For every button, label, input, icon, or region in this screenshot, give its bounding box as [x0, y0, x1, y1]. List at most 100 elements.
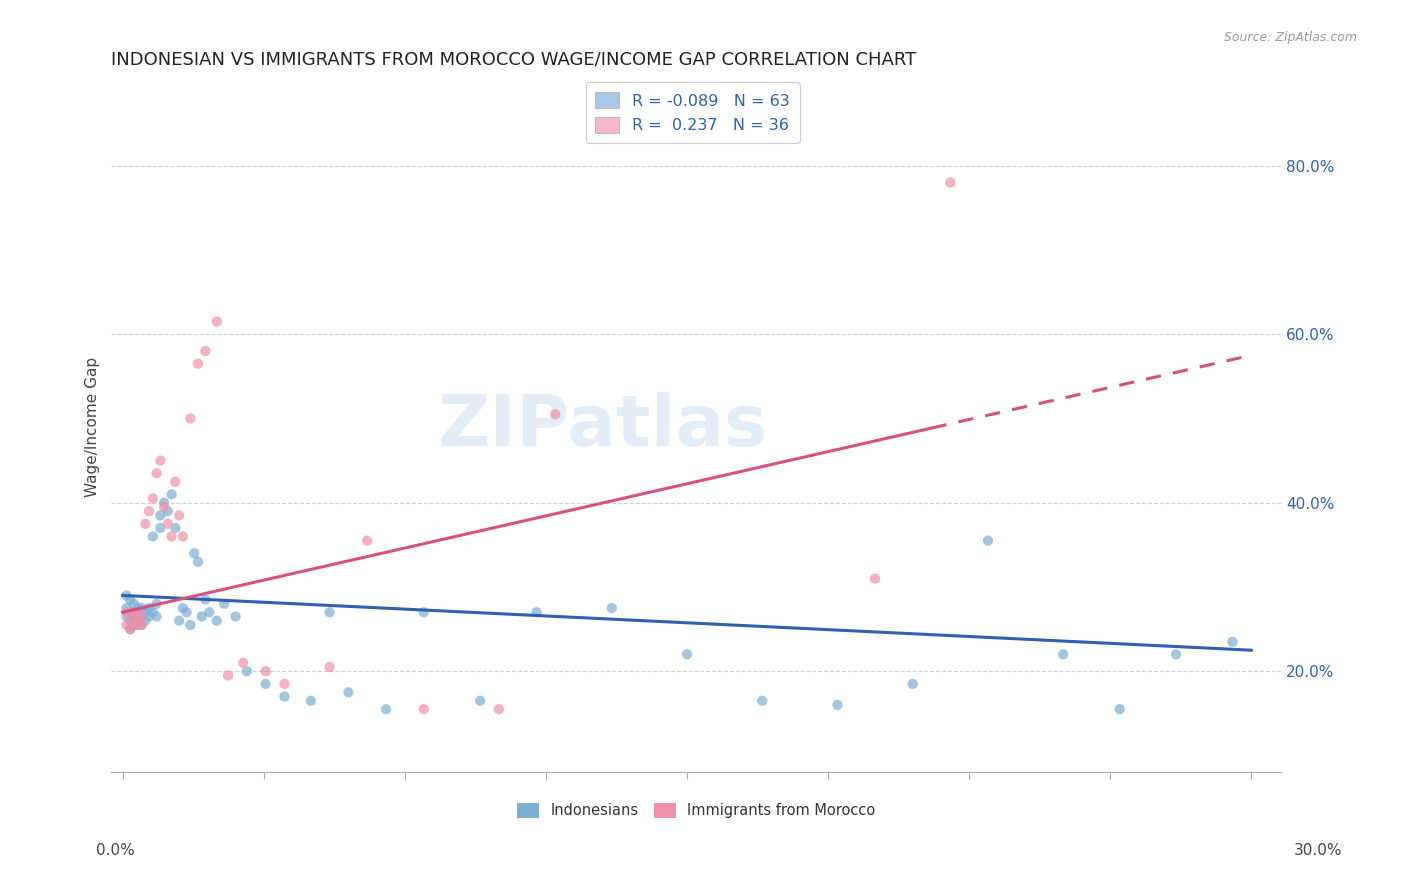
Point	[115, 589, 138, 603]
Point	[167, 508, 190, 523]
Point	[526, 605, 548, 619]
Text: 30.0%: 30.0%	[1295, 843, 1343, 858]
Point	[194, 592, 217, 607]
Point	[176, 605, 198, 619]
Point	[127, 609, 149, 624]
Point	[122, 618, 145, 632]
Point	[488, 702, 510, 716]
Point	[131, 609, 153, 624]
Point	[138, 504, 160, 518]
Point	[131, 618, 153, 632]
Point	[134, 516, 156, 531]
Point	[122, 605, 145, 619]
Point	[160, 487, 183, 501]
Y-axis label: Wage/Income Gap: Wage/Income Gap	[86, 357, 100, 497]
Point	[167, 614, 190, 628]
Point	[134, 614, 156, 628]
Point	[827, 698, 849, 712]
Point	[412, 605, 434, 619]
Point	[122, 605, 145, 619]
Text: ZIPatlas: ZIPatlas	[437, 392, 768, 461]
Point	[225, 609, 247, 624]
Point	[190, 609, 212, 624]
Point	[318, 660, 340, 674]
Point	[751, 694, 773, 708]
Point	[375, 702, 398, 716]
Point	[337, 685, 360, 699]
Point	[127, 618, 149, 632]
Point	[120, 622, 142, 636]
Point	[183, 546, 205, 560]
Point	[120, 609, 142, 624]
Point	[236, 665, 259, 679]
Point	[160, 529, 183, 543]
Point	[468, 694, 491, 708]
Point	[115, 618, 138, 632]
Point	[977, 533, 1000, 548]
Point	[205, 314, 228, 328]
Point	[172, 529, 194, 543]
Point	[149, 521, 172, 535]
Point	[122, 609, 145, 624]
Point	[676, 648, 699, 662]
Point	[1052, 648, 1074, 662]
Point	[254, 677, 277, 691]
Point	[153, 496, 176, 510]
Point	[356, 533, 378, 548]
Point	[134, 605, 156, 619]
Point	[165, 475, 187, 489]
Point	[273, 677, 295, 691]
Point	[205, 614, 228, 628]
Point	[131, 601, 153, 615]
Point	[198, 605, 221, 619]
Legend: Indonesians, Immigrants from Morocco: Indonesians, Immigrants from Morocco	[512, 797, 882, 824]
Point	[138, 601, 160, 615]
Point	[145, 467, 167, 481]
Point	[120, 622, 142, 636]
Point	[120, 592, 142, 607]
Point	[187, 357, 209, 371]
Point	[149, 453, 172, 467]
Point	[142, 605, 165, 619]
Point	[127, 609, 149, 624]
Point	[131, 618, 153, 632]
Point	[122, 597, 145, 611]
Point	[145, 609, 167, 624]
Point	[179, 618, 201, 632]
Point	[544, 407, 567, 421]
Point	[214, 597, 236, 611]
Point	[299, 694, 322, 708]
Point	[194, 344, 217, 359]
Point	[156, 504, 179, 518]
Point	[131, 609, 153, 624]
Point	[153, 500, 176, 514]
Point	[179, 411, 201, 425]
Text: 0.0%: 0.0%	[96, 843, 135, 858]
Point	[939, 176, 962, 190]
Point	[115, 609, 138, 624]
Point	[254, 665, 277, 679]
Point	[600, 601, 623, 615]
Point	[187, 555, 209, 569]
Point	[1164, 648, 1187, 662]
Point	[127, 601, 149, 615]
Point	[232, 656, 254, 670]
Point	[115, 605, 138, 619]
Point	[901, 677, 924, 691]
Point	[318, 605, 340, 619]
Point	[149, 508, 172, 523]
Point	[1108, 702, 1130, 716]
Text: INDONESIAN VS IMMIGRANTS FROM MOROCCO WAGE/INCOME GAP CORRELATION CHART: INDONESIAN VS IMMIGRANTS FROM MOROCCO WA…	[111, 51, 917, 69]
Point	[122, 618, 145, 632]
Text: Source: ZipAtlas.com: Source: ZipAtlas.com	[1223, 31, 1357, 45]
Point	[142, 491, 165, 506]
Point	[156, 516, 179, 531]
Point	[273, 690, 295, 704]
Point	[172, 601, 194, 615]
Point	[142, 529, 165, 543]
Point	[1222, 634, 1244, 648]
Point	[138, 609, 160, 624]
Point	[120, 614, 142, 628]
Point	[127, 618, 149, 632]
Point	[412, 702, 434, 716]
